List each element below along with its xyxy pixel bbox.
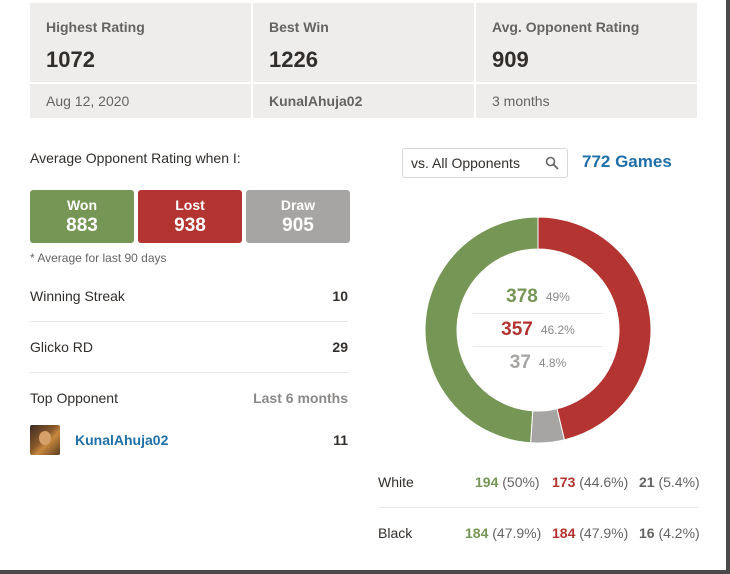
black-losses-pct: (47.9%) [579,525,629,541]
games-count-link[interactable]: 772 Games [582,152,672,171]
winning-streak-row: Winning Streak 10 [30,288,348,304]
wins-count: 378 [506,286,538,307]
stat-value: 1072 [46,47,95,72]
best-win-user-link[interactable]: KunalAhuja02 [253,84,474,118]
divider [30,372,348,373]
wins-stat: 378 49% [473,281,603,313]
black-results-row: Black 184 (47.9%) 184 (47.9%) 16 (4.2%) [378,525,700,545]
draws-stat: 37 4.8% [473,347,603,379]
glicko-rd-row: Glicko RD 29 [30,339,348,355]
window-border-bottom [0,570,730,574]
draws-count: 37 [509,352,531,373]
top-opponent-label: Top Opponent [30,390,118,406]
draw-label: Draw [280,197,316,213]
top-opponent-games: 11 [333,432,348,448]
stat-value: 909 [492,47,529,72]
opponent-filter-select[interactable]: vs. All Opponents [402,148,568,178]
stat-highest-rating: Highest Rating 1072 Aug 12, 2020 [30,3,251,118]
stat-date: Aug 12, 2020 [30,84,251,118]
wins-percent: 49% [545,290,570,304]
black-wins: 184 [465,525,489,541]
black-losses: 184 [552,525,576,541]
white-losses: 173 [552,474,576,490]
stat-avg-opponent-rating: Avg. Opponent Rating 909 3 months [476,3,697,118]
stats-header: Highest Rating 1072 Aug 12, 2020 Best Wi… [30,3,697,118]
top-opponent-header: Top Opponent Last 6 months [30,390,348,406]
black-wins-pct: (47.9%) [492,525,542,541]
top-opponent-period: Last 6 months [253,390,348,406]
stat-period: 3 months [476,84,697,118]
lost-box: Lost 938 [138,190,242,243]
stat-label: Avg. Opponent Rating [492,19,640,35]
draws-percent: 4.8% [538,356,567,370]
donut-segment-losses [537,217,651,441]
black-draws-pct: (4.2%) [658,525,700,541]
stat-label: Best Win [269,19,329,35]
white-wins-pct: (50%) [502,474,540,490]
losses-percent: 46.2% [540,323,575,337]
white-results-row: White 194 (50%) 173 (44.6%) 21 (5.4%) [378,474,700,494]
won-box: Won 883 [30,190,134,243]
average-note: * Average for last 90 days [30,251,167,265]
top-opponent-row: KunalAhuja02 11 [30,425,348,455]
opponent-avatar[interactable] [30,425,60,455]
opponent-filter-value: vs. All Opponents [411,155,520,171]
winning-streak-value: 10 [332,288,348,304]
won-value: 883 [66,215,98,236]
stat-value: 1226 [269,47,318,72]
divider [378,507,698,508]
stat-best-win: Best Win 1226 KunalAhuja02 [253,3,474,118]
donut-center-stats: 378 49% 357 46.2% 37 4.8% [473,281,603,379]
draw-box: Draw 905 [246,190,350,243]
glicko-rd-label: Glicko RD [30,339,94,355]
losses-count: 357 [501,319,533,340]
won-label: Won [66,197,98,213]
white-draws-pct: (5.4%) [658,474,700,490]
lost-label: Lost [175,197,205,213]
donut-segment-wins [425,217,539,443]
black-draws: 16 [639,525,655,541]
losses-stat: 357 46.2% [473,314,603,346]
lost-value: 938 [174,215,206,236]
black-label: Black [378,525,413,541]
opponent-name-link[interactable]: KunalAhuja02 [75,432,169,448]
results-donut-chart [425,217,651,443]
white-draws: 21 [639,474,655,490]
avg-opponent-boxes: Won 883 Lost 938 Draw 905 [30,190,350,243]
glicko-rd-value: 29 [332,339,348,355]
divider [30,321,348,322]
white-label: White [378,474,414,490]
window-border-right [726,0,730,574]
avg-opponent-title: Average Opponent Rating when I: [30,150,241,166]
white-wins: 194 [475,474,499,490]
draw-value: 905 [282,215,314,236]
winning-streak-label: Winning Streak [30,288,125,304]
search-icon[interactable] [545,156,559,170]
white-losses-pct: (44.6%) [579,474,629,490]
stat-label: Highest Rating [46,19,145,35]
